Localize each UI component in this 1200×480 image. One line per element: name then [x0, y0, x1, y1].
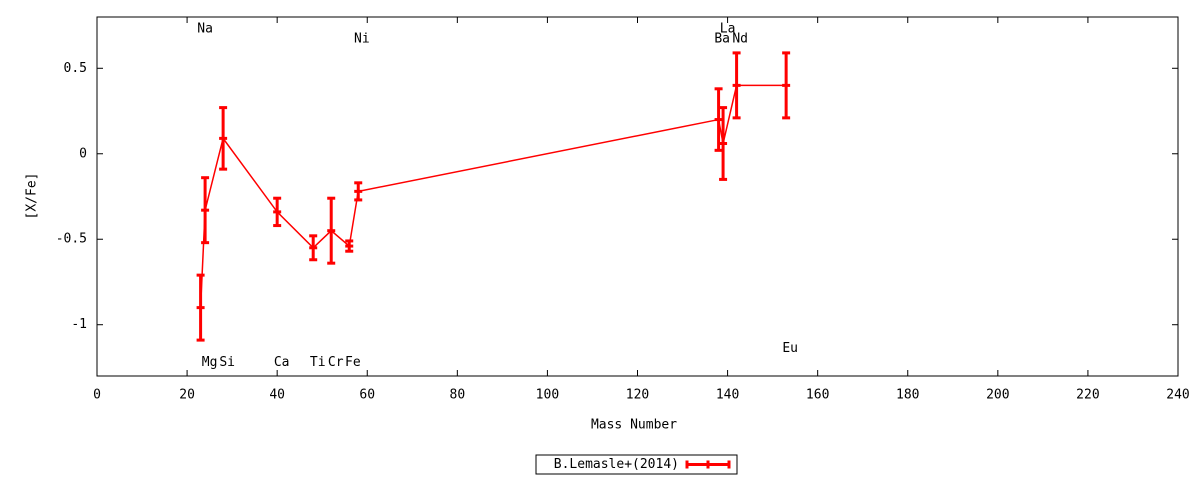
error-bar: [354, 181, 363, 202]
y-axis-label: [X/Fe]: [25, 173, 40, 220]
error-bar: [719, 106, 728, 181]
y-tick-label: -1: [71, 317, 87, 332]
x-axis-label: Mass Number: [591, 418, 677, 433]
annotation: Eu: [782, 341, 798, 356]
error-bar: [219, 106, 228, 171]
x-tick-label: 160: [806, 388, 829, 403]
x-tick-label: 120: [626, 388, 649, 403]
y-tick-label: 0.5: [64, 61, 87, 76]
annotation: Mg: [202, 355, 218, 370]
plot-frame: [96, 16, 1179, 377]
legend-box: [535, 454, 738, 475]
series-line: [199, 84, 787, 308]
annotation: Fe: [345, 355, 361, 370]
error-bar: [196, 273, 205, 342]
x-tick-label: 0: [93, 388, 101, 403]
x-tick-label: 220: [1076, 388, 1099, 403]
error-bar: [327, 196, 336, 265]
annotation: Ni: [354, 32, 370, 47]
error-bar: [714, 87, 723, 152]
error-bar: [345, 239, 354, 253]
legend-label: B.Lemasle+(2014): [554, 457, 679, 472]
error-bar: [309, 234, 318, 262]
annotation: La: [720, 21, 736, 36]
y-tick-label: -0.5: [56, 232, 87, 247]
error-bar: [782, 51, 791, 120]
x-tick-label: 180: [896, 388, 919, 403]
annotation: Nd: [732, 32, 748, 47]
y-tick-label: 0: [79, 146, 87, 161]
x-tick-label: 140: [716, 388, 739, 403]
x-tick-label: 20: [179, 388, 195, 403]
annotation: Ca: [274, 355, 290, 370]
error-bar: [273, 196, 282, 228]
error-bar: [201, 176, 210, 245]
x-tick-label: 200: [986, 388, 1009, 403]
x-tick-label: 40: [269, 388, 285, 403]
x-tick-label: 80: [450, 388, 466, 403]
x-tick-label: 60: [359, 388, 375, 403]
annotation: Cr: [328, 355, 344, 370]
annotation: Na: [197, 21, 213, 36]
x-tick-label: 100: [536, 388, 559, 403]
annotation: Ti: [310, 355, 326, 370]
x-tick-label: 240: [1166, 388, 1189, 403]
error-bar: [732, 51, 741, 120]
annotation: Si: [219, 355, 235, 370]
annotation: Ba: [714, 32, 730, 47]
